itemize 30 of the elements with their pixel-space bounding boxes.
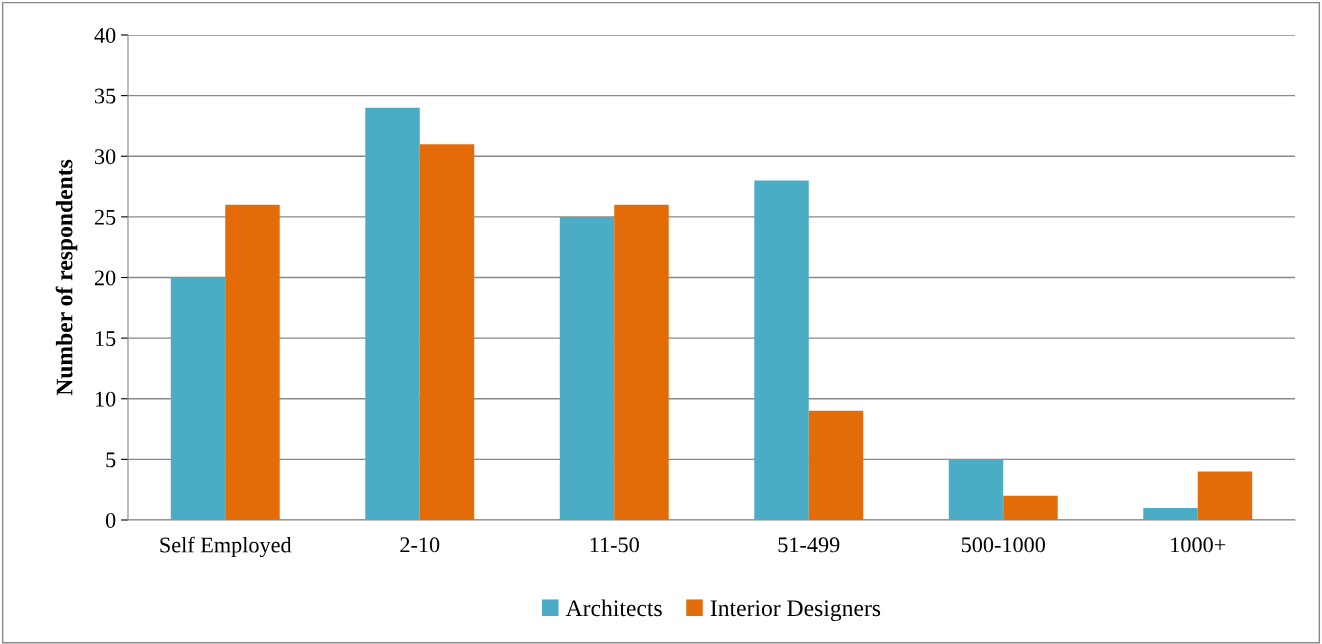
bar	[614, 204, 669, 520]
x-tick-label: 11-50	[590, 537, 639, 553]
y-tick-label: 20	[94, 270, 116, 286]
bar	[225, 204, 280, 520]
y-tick-label: 30	[95, 149, 116, 165]
y-tick-label: 15	[95, 331, 116, 347]
x-tick-label: 2-10	[400, 537, 440, 553]
y-tick-label: 35	[95, 88, 116, 104]
legend-label: Interior Designers	[710, 600, 881, 622]
x-tick-label: 51-499	[778, 537, 840, 553]
y-tick-label: 10	[95, 391, 116, 407]
y-tick-label: 25	[94, 209, 116, 225]
y-tick-label: 40	[94, 27, 116, 43]
bar	[419, 144, 475, 520]
bar	[808, 410, 864, 520]
bar	[754, 180, 809, 520]
x-tick-label: 500-1000	[961, 537, 1045, 553]
y-axis-title: Number of respondents	[55, 159, 78, 396]
bar	[365, 107, 420, 520]
bar	[1143, 507, 1198, 520]
x-tick-label: Self Employed	[160, 536, 292, 558]
y-tick-label: 5	[106, 452, 116, 468]
bar	[948, 459, 1004, 520]
legend-label: Architects	[565, 599, 662, 617]
bar	[1003, 495, 1058, 520]
bar	[1197, 471, 1253, 520]
y-tick-label: 0	[105, 512, 116, 528]
bar	[559, 216, 615, 520]
bar	[170, 277, 226, 520]
x-tick-label: 1000+	[1171, 537, 1226, 553]
